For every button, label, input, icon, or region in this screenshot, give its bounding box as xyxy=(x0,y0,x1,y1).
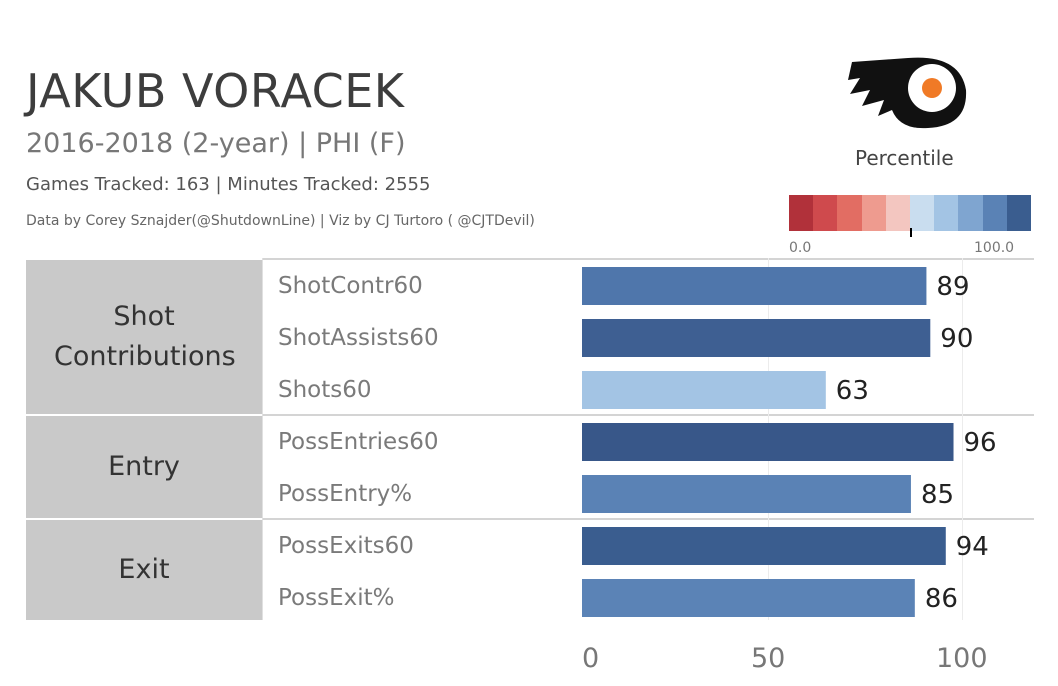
legend-min-label: 0.0 xyxy=(789,240,812,256)
bar-shots60 xyxy=(582,371,826,409)
credit-line: Data by Corey Sznajder(@ShutdownLine) | … xyxy=(26,213,535,229)
group-shot-contributions: Shot Contributions xyxy=(26,260,262,414)
group-label: Entry xyxy=(108,451,180,482)
row-label: PossExit% xyxy=(278,585,395,611)
bar-shotassists60 xyxy=(582,319,931,357)
bar-value-label: 89 xyxy=(936,272,969,302)
percentile-color-scale xyxy=(789,195,1032,231)
page-title: JAKUB VORACEK xyxy=(26,64,405,118)
flyers-logo-icon xyxy=(848,57,967,129)
legend-swatch-3 xyxy=(861,195,886,231)
row-label: PossEntry% xyxy=(278,481,413,507)
group-entry: Entry xyxy=(26,416,262,518)
bar-value-label: 94 xyxy=(956,532,989,562)
legend-swatch-9 xyxy=(1006,195,1032,231)
row-label: Shots60 xyxy=(278,377,372,403)
x-tick-label: 0 xyxy=(582,643,600,674)
gridline-100 xyxy=(962,258,963,620)
bar-possentries60 xyxy=(582,423,954,461)
legend-swatch-1 xyxy=(813,195,838,231)
subtitle: 2016-2018 (2-year) | PHI (F) xyxy=(26,128,406,159)
legend-swatch-4 xyxy=(885,195,911,231)
row-label: ShotContr60 xyxy=(278,273,423,299)
row-label: PossExits60 xyxy=(278,533,414,559)
bar-shotcontr60 xyxy=(582,267,927,305)
x-tick-label: 50 xyxy=(751,643,786,674)
x-tick-label: 100 xyxy=(936,643,988,674)
legend-title: Percentile xyxy=(855,146,954,170)
legend-swatch-6 xyxy=(934,195,959,231)
group-divider xyxy=(262,414,1034,416)
legend-swatch-8 xyxy=(982,195,1007,231)
row-label: ShotAssists60 xyxy=(278,325,439,351)
bar-value-label: 86 xyxy=(925,584,958,614)
bar-possexit- xyxy=(582,579,915,617)
bar-value-label: 85 xyxy=(921,480,954,510)
column-divider xyxy=(262,258,263,620)
bar-possexits60 xyxy=(582,527,946,565)
legend-swatch-5 xyxy=(910,195,935,231)
bar-value-label: 96 xyxy=(964,428,997,458)
bar-value-label: 90 xyxy=(940,324,973,354)
tracking-summary: Games Tracked: 163 | Minutes Tracked: 25… xyxy=(26,174,431,195)
group-exit: Exit xyxy=(26,520,262,620)
legend-marker xyxy=(910,228,912,237)
legend-max-label: 100.0 xyxy=(974,240,1015,256)
table-top-border xyxy=(262,258,1034,260)
group-label: Shot Contributions xyxy=(54,301,236,372)
legend-swatch-0 xyxy=(789,195,814,231)
row-label: PossEntries60 xyxy=(278,429,439,455)
group-label: Exit xyxy=(118,554,170,585)
bar-value-label: 63 xyxy=(836,376,869,406)
group-divider xyxy=(262,518,1034,520)
legend-swatch-2 xyxy=(837,195,862,231)
legend-swatch-7 xyxy=(958,195,983,231)
bar-possentry- xyxy=(582,475,911,513)
